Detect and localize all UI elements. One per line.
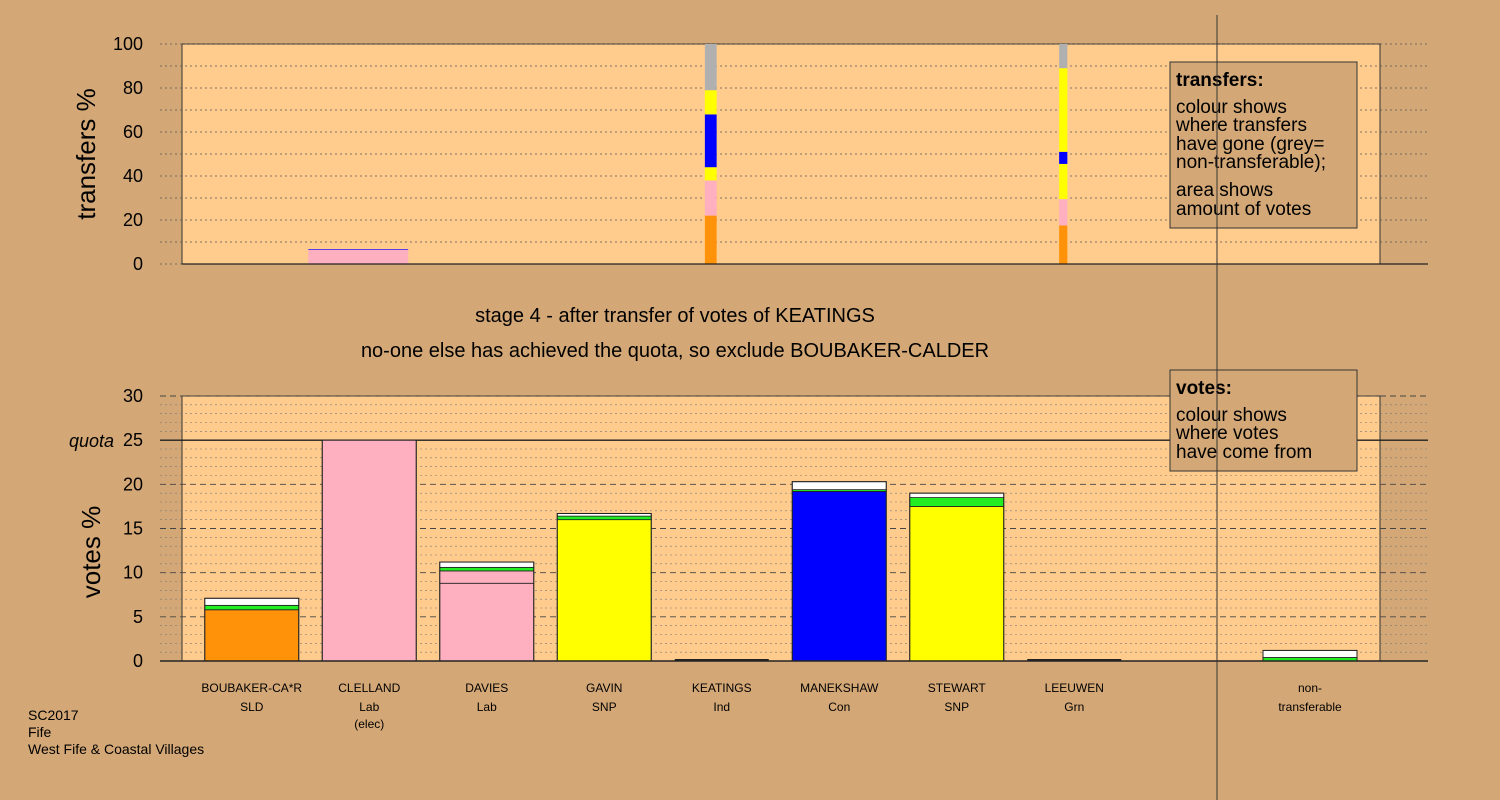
transfer-segment (1059, 225, 1068, 264)
candidate-party-label: Lab (359, 700, 379, 714)
votes-y-tick-label: 30 (123, 386, 143, 406)
votes-y-tick-label: 25 (123, 430, 143, 450)
stage-message: stage 4 - after transfer of votes of KEA… (475, 305, 875, 327)
vote-segment (204, 604, 300, 611)
vote-segment (439, 582, 535, 662)
vote-segment (439, 561, 535, 568)
transfers-y-tick-label: 40 (123, 166, 143, 186)
transfer-segment (308, 249, 409, 264)
candidate-name-label: CLELLAND (338, 681, 400, 695)
candidate-name-label: LEEUWEN (1045, 681, 1104, 695)
candidate-name-label: KEATINGS (692, 681, 752, 695)
footer-council: Fife (28, 724, 52, 740)
candidate-elected-label: (elec) (354, 717, 384, 731)
vote-segment (556, 519, 652, 662)
votes-y-tick-label: 20 (123, 474, 143, 494)
candidate-name-label: BOUBAKER-CA*R (201, 681, 302, 695)
vote-segment (1262, 650, 1358, 658)
vote-segment (321, 439, 417, 662)
vote-segment (909, 497, 1005, 507)
transfers-legend-line: where transfers (1175, 115, 1307, 136)
candidate-name-label: MANEKSHAW (800, 681, 879, 695)
nontransferable-label: transferable (1278, 700, 1342, 714)
vote-segment (909, 492, 1005, 498)
candidate-party-label: Ind (713, 700, 730, 714)
votes-legend-line: have come from (1176, 442, 1312, 463)
transfers-legend-line: non-transferable); (1176, 152, 1326, 173)
votes-legend-line: where votes (1175, 423, 1278, 444)
candidate-name-label: STEWART (928, 681, 987, 695)
candidate-party-label: Grn (1064, 700, 1084, 714)
transfers-y-tick-label: 80 (123, 78, 143, 98)
transfer-segment (1059, 44, 1068, 69)
vote-segment (439, 570, 535, 584)
transfers-y-tick-label: 100 (113, 34, 143, 54)
transfer-segment (704, 180, 717, 216)
nontransferable-label: non- (1298, 681, 1322, 695)
votes-legend: votes: colour shows where votes have com… (1169, 369, 1358, 472)
transfers-y-axis-title: transfers % (71, 88, 101, 220)
transfer-segment (704, 44, 717, 91)
vote-segment (204, 597, 300, 606)
transfer-segment (308, 249, 409, 250)
action-message: no-one else has achieved the quota, so e… (361, 340, 989, 362)
votes-y-tick-label: 5 (133, 607, 143, 627)
votes-y-axis-title: votes % (76, 506, 106, 599)
footer-ward: West Fife & Coastal Villages (28, 741, 204, 757)
transfers-y-tick-label: 60 (123, 122, 143, 142)
candidate-party-label: Con (828, 700, 850, 714)
votes-y-tick-label: 15 (123, 519, 143, 539)
transfers-legend: transfers: colour shows where transfers … (1169, 61, 1358, 229)
votes-legend-title: votes: (1176, 378, 1232, 399)
footer-election: SC2017 (28, 707, 79, 723)
vote-segment (909, 506, 1005, 662)
transfers-legend-line: colour shows (1176, 97, 1287, 118)
transfers-y-tick-label: 0 (133, 254, 143, 274)
candidate-party-label: Lab (477, 700, 497, 714)
candidate-name-label: GAVIN (586, 681, 622, 695)
votes-y-tick-label: 0 (133, 651, 143, 671)
transfer-segment (704, 114, 717, 168)
vote-segment (439, 566, 535, 572)
candidate-party-label: SLD (240, 700, 264, 714)
votes-legend-line: colour shows (1176, 405, 1287, 426)
transfer-segment (1059, 163, 1068, 200)
transfer-segment (704, 167, 717, 181)
transfer-segment (704, 215, 717, 264)
vote-segment (204, 609, 300, 662)
votes-y-tick-label: 10 (123, 563, 143, 583)
transfer-segment (1059, 199, 1068, 226)
candidate-party-label: SNP (592, 700, 617, 714)
vote-segment (791, 490, 887, 662)
quota-label: quota (69, 431, 114, 451)
vote-segment (791, 481, 887, 491)
transfers-legend-line: amount of votes (1176, 199, 1311, 220)
transfer-segment (1059, 151, 1068, 164)
transfers-legend-title: transfers: (1176, 70, 1264, 91)
transfers-legend-line: area shows (1176, 180, 1273, 201)
candidate-name-label: DAVIES (465, 681, 508, 695)
transfers-y-tick-label: 20 (123, 210, 143, 230)
transfer-segment (1059, 68, 1068, 152)
vote-segment (556, 515, 652, 521)
transfer-segment (704, 90, 717, 115)
transfers-legend-line: have gone (grey= (1176, 134, 1324, 155)
candidate-party-label: SNP (944, 700, 969, 714)
